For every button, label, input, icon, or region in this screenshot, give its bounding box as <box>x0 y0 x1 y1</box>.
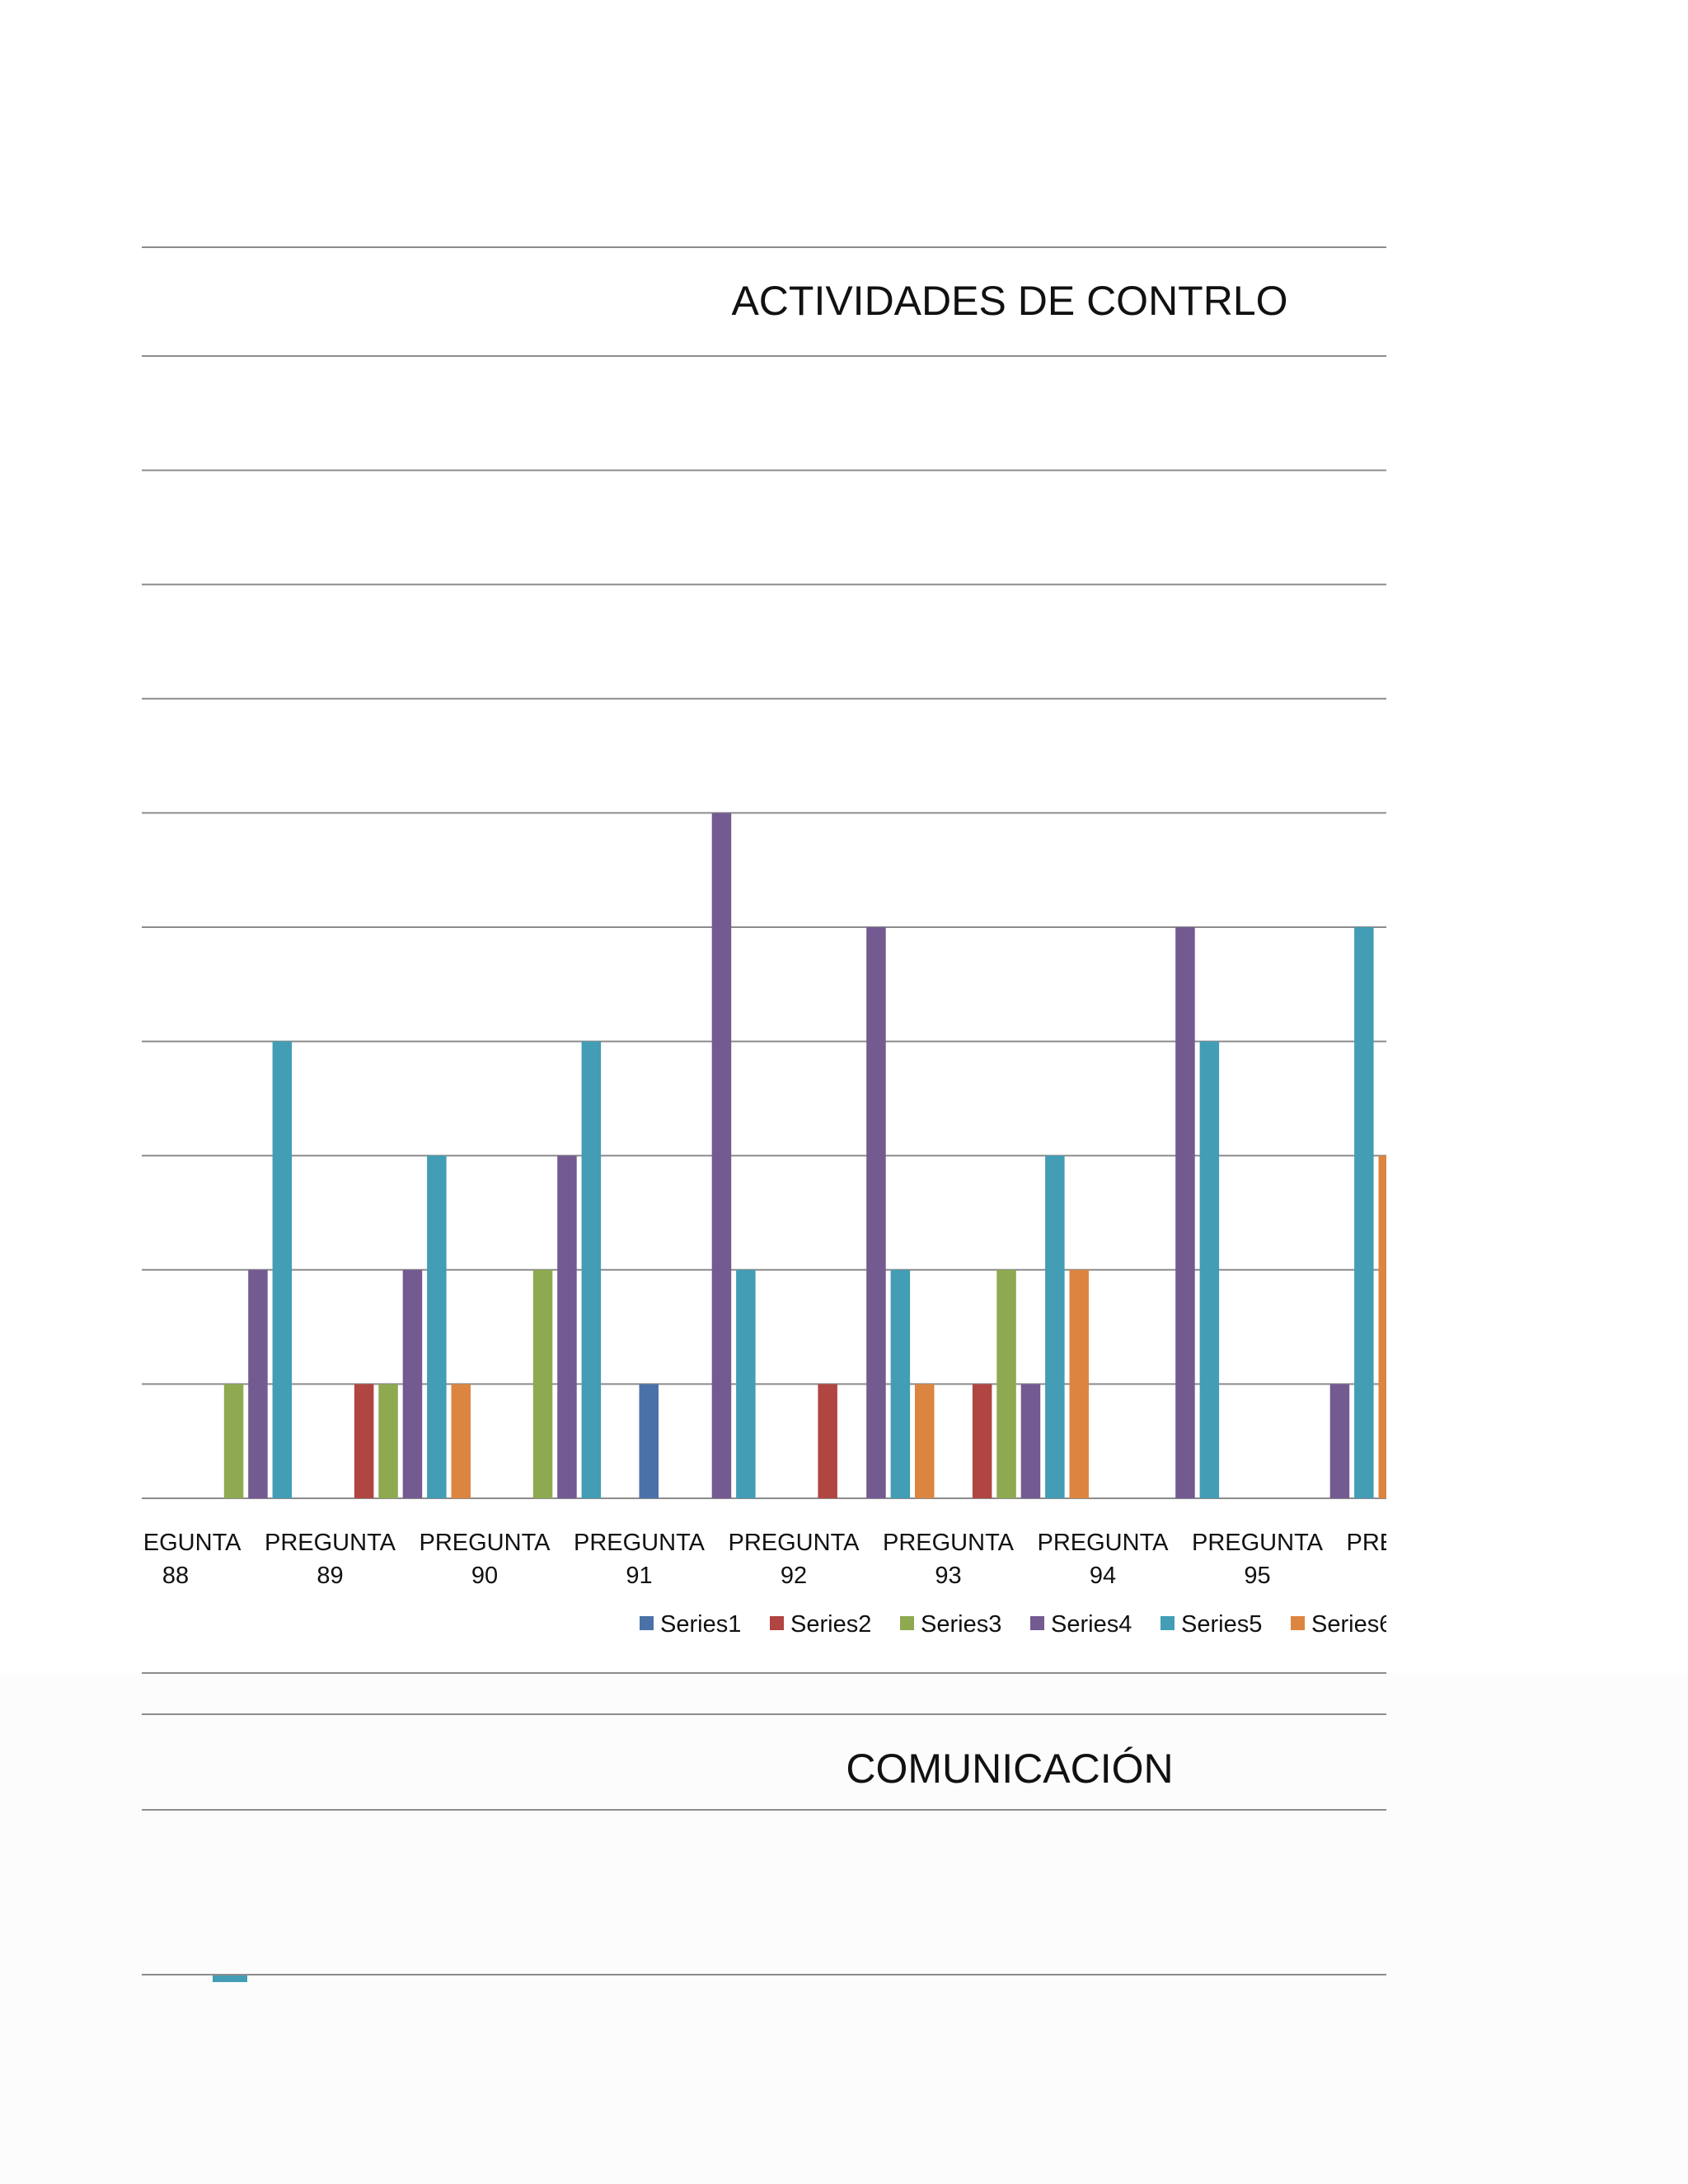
chart1-tick-label: PREGUNTA <box>574 1530 706 1556</box>
bar-series4-1 <box>248 1269 268 1498</box>
chart1-tick-label: PREGUNTA <box>729 1530 860 1556</box>
chart1-gridlines <box>142 355 1386 1499</box>
bar-series5-3 <box>581 1041 602 1498</box>
chart1-tick-label: PREGUNTA <box>1192 1530 1324 1556</box>
chart1-tick-label: PREGUNTA <box>883 1530 1015 1556</box>
bar-series5-6 <box>1045 1155 1065 1498</box>
chart1-tick-label: 95 <box>1244 1563 1270 1589</box>
chart2-bar <box>213 1975 247 1982</box>
chart1-title: ACTIVIDADES DE CONTRLO <box>731 278 1287 324</box>
legend-label-series6: Series6 <box>1311 1611 1392 1638</box>
legend-swatch-series4 <box>1030 1616 1044 1630</box>
page-background-lower <box>0 1673 1688 2184</box>
chart1-tick-label: 91 <box>626 1563 652 1589</box>
chart1-tick-label: PREGUNTA <box>110 1530 242 1556</box>
bar-series6-2 <box>451 1384 471 1498</box>
chart1-tick-label: 94 <box>1090 1563 1116 1589</box>
chart1-tick-label: PREGUNTA <box>1347 1530 1479 1556</box>
bar-series5-1 <box>272 1041 293 1498</box>
chart1-tick-labels: PREGUNTA 88 PREGUNTA 89 PREGUNTA 90 PREGUNTA 91… <box>110 1530 1479 1589</box>
chart1-tick-label: 89 <box>316 1563 343 1589</box>
bar-series2-6 <box>972 1384 992 1498</box>
bar-series6-5 <box>915 1384 935 1498</box>
legend-label-series1: Series1 <box>660 1611 741 1638</box>
bar-series6-8 <box>1378 1155 1386 1498</box>
bar-series4-2 <box>402 1269 423 1498</box>
bar-series5-5 <box>890 1269 911 1498</box>
chart-actividades-de-control: ACTIVIDADES DE CONTRLO PREGUNTA88PREGUNT… <box>110 246 1479 1674</box>
bar-series3-1 <box>223 1384 244 1498</box>
chart1-tick-label: 88 <box>162 1563 189 1589</box>
chart1-bars <box>223 813 1386 1498</box>
bar-series4-5 <box>866 927 886 1498</box>
bar-series5-2 <box>427 1155 447 1498</box>
bar-series3-3 <box>532 1269 553 1498</box>
legend-label-series4: Series4 <box>1051 1611 1132 1638</box>
bar-series4-4 <box>711 813 732 1498</box>
legend-label-series5: Series5 <box>1181 1611 1262 1638</box>
chart1-tick-label: PREGUNTA <box>420 1530 551 1556</box>
bar-series1-4 <box>639 1384 659 1498</box>
legend-swatch-series6 <box>1291 1616 1305 1630</box>
chart1-tick-label: 92 <box>781 1563 807 1589</box>
chart1-tick-label: 90 <box>471 1563 498 1589</box>
legend-label-series3: Series3 <box>921 1611 1001 1638</box>
legend-swatch-series5 <box>1160 1616 1175 1630</box>
bar-series3-2 <box>378 1384 398 1498</box>
chart2-title: COMUNICACIÓN <box>846 1746 1173 1792</box>
chart-comunicacion: COMUNICACIÓN <box>142 1713 1386 1982</box>
chart1-tick-label: 93 <box>935 1563 961 1589</box>
bar-series2-2 <box>354 1384 374 1498</box>
legend-swatch-series2 <box>770 1616 784 1630</box>
legend-label-series2: Series2 <box>790 1611 871 1638</box>
bar-series6-6 <box>1069 1269 1089 1498</box>
chart1-tick-label: PREGUNTA <box>265 1530 396 1556</box>
bar-series2-5 <box>818 1384 837 1498</box>
legend-swatch-series3 <box>900 1616 914 1630</box>
legend-swatch-series1 <box>640 1616 654 1630</box>
bar-series5-4 <box>736 1269 756 1498</box>
bar-series4-8 <box>1329 1384 1350 1498</box>
bar-series4-7 <box>1175 927 1195 1498</box>
bar-series5-8 <box>1354 927 1374 1498</box>
bar-series4-3 <box>557 1155 577 1498</box>
bar-series5-7 <box>1199 1041 1220 1498</box>
bar-series3-6 <box>996 1269 1016 1498</box>
chart1-legend: Series1 Series2 Series3 Series4 Series5 Serie… <box>640 1611 1392 1638</box>
chart1-tick-label: PREGUNTA <box>1038 1530 1170 1556</box>
bar-series4-6 <box>1020 1384 1041 1498</box>
